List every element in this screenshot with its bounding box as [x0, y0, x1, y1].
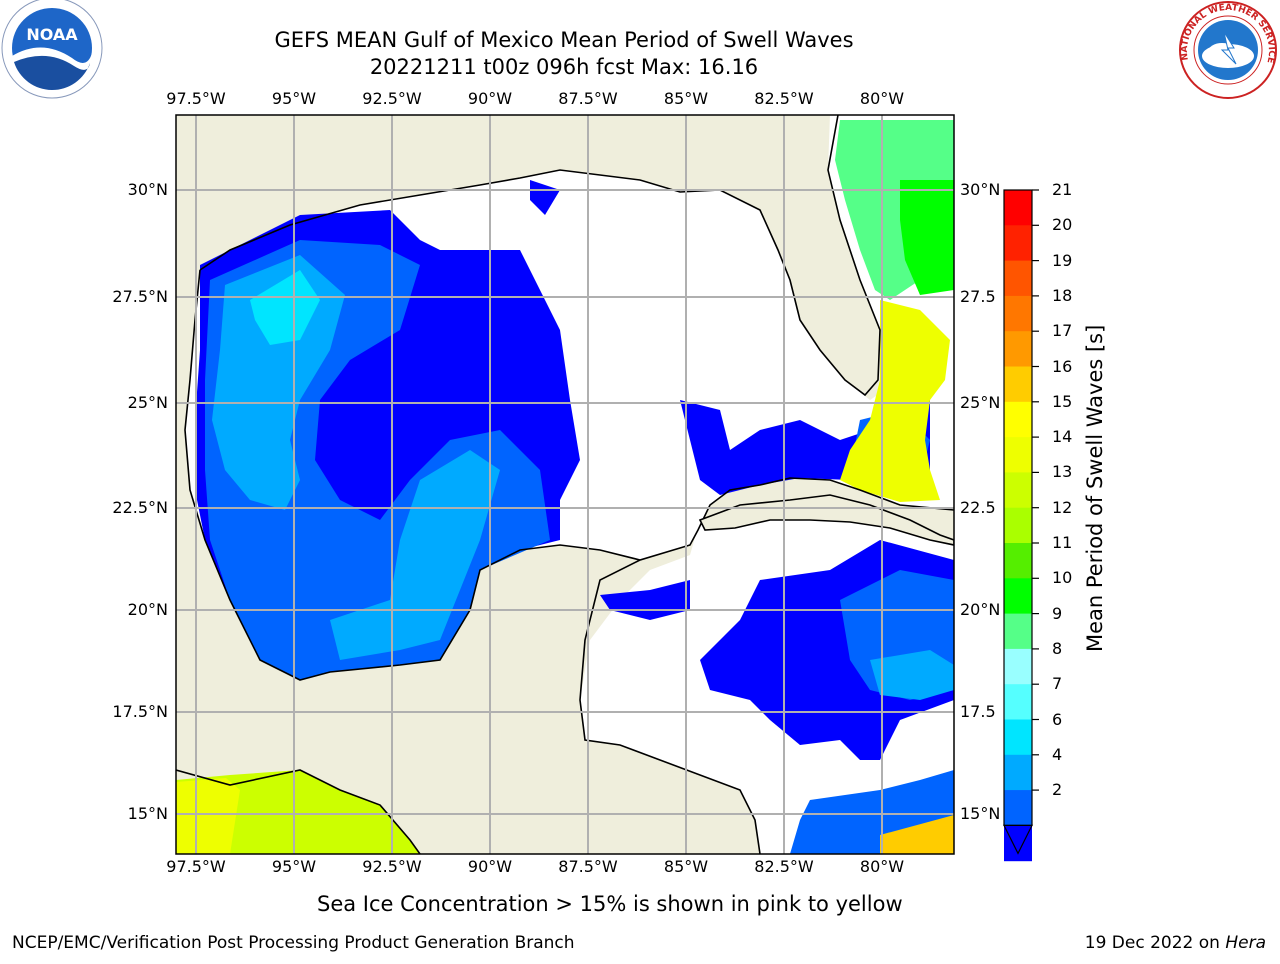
lon-label-top: 85°W — [663, 89, 709, 108]
colorbar-swatch — [1004, 543, 1032, 579]
colorbar-swatch — [1004, 684, 1032, 720]
lat-label-right: 20°N — [960, 600, 1001, 619]
lon-label-top: 90°W — [467, 89, 513, 108]
lon-label-top: 82.5°W — [754, 89, 814, 108]
colorbar-tick-label: 6 — [1052, 709, 1063, 729]
colorbar-swatch — [1004, 719, 1032, 756]
colorbar-tick-label: 8 — [1052, 638, 1063, 658]
colorbar-swatch — [1004, 190, 1032, 226]
colorbar-tick-label: 15 — [1052, 391, 1073, 411]
colorbar-tick-label: 4 — [1052, 744, 1063, 764]
colorbar-swatch — [1004, 295, 1032, 332]
lon-label-bottom: 92.5°W — [362, 857, 422, 876]
colorbar-label: Mean Period of Swell Waves [s] — [1083, 324, 1107, 652]
colorbar-tick-label: 11 — [1052, 533, 1073, 552]
lat-label-right: 30°N — [960, 180, 1001, 199]
map-subtitle: 20221211 t00z 096h fcst Max: 16.16 — [369, 55, 759, 79]
footer-credit: NCEP/EMC/Verification Post Processing Pr… — [12, 933, 575, 953]
footer-date: 19 Dec 2022 on Hera — [1085, 933, 1266, 953]
lat-label-left: 25°N — [127, 393, 168, 412]
colorbar-swatch — [1004, 578, 1032, 615]
lon-label-top: 95°W — [271, 89, 317, 108]
lon-label-bottom: 82.5°W — [754, 857, 814, 876]
lat-label-right: 17.5 — [960, 702, 996, 721]
lon-label-top: 87.5°W — [558, 89, 618, 108]
colorbar-swatch — [1004, 648, 1032, 685]
colorbar-tick-label: 19 — [1052, 250, 1073, 270]
colorbar — [1003, 189, 1039, 862]
lat-label-left: 20°N — [127, 600, 168, 619]
swell-contour — [880, 815, 954, 854]
nws-logo: NATIONAL WEATHER SERVICE — [1179, 1, 1277, 99]
swell-contour — [530, 180, 560, 215]
colorbar-tick-label: 7 — [1052, 674, 1063, 694]
colorbar-tick-label: 20 — [1052, 215, 1073, 235]
lat-label-right: 15°N — [960, 804, 1001, 823]
lon-label-top: 80°W — [859, 89, 905, 108]
colorbar-tick-label: 10 — [1052, 568, 1073, 588]
colorbar-swatch — [1004, 754, 1032, 791]
lat-label-left: 22.5°N — [112, 498, 168, 517]
lon-label-bottom: 87.5°W — [558, 857, 618, 876]
noaa-logo: NOAA — [1, 0, 103, 99]
sea-ice-note: Sea Ice Concentration > 15% is shown in … — [317, 892, 903, 916]
coastline — [176, 115, 954, 854]
colorbar-tick-label: 9 — [1052, 603, 1063, 623]
colorbar-tick-label: 2 — [1052, 780, 1063, 800]
colorbar-tick-label: 21 — [1052, 180, 1073, 199]
lat-label-left: 17.5°N — [112, 702, 168, 721]
lat-label-left: 30°N — [127, 180, 168, 199]
colorbar-swatch — [1004, 437, 1032, 473]
colorbar-swatch — [1004, 331, 1032, 367]
swell-contour — [870, 650, 954, 700]
lon-label-top: 92.5°W — [362, 89, 422, 108]
noaa-logo-text: NOAA — [26, 25, 78, 44]
map-frame — [175, 114, 955, 855]
colorbar-tick-label: 14 — [1052, 427, 1073, 447]
colorbar-tick-label: 12 — [1052, 497, 1073, 517]
lat-label-right: 25°N — [960, 393, 1001, 412]
colorbar-swatch — [1004, 507, 1032, 544]
lon-label-bottom: 90°W — [467, 857, 513, 876]
map-area — [176, 115, 954, 854]
lon-label-bottom: 85°W — [663, 857, 709, 876]
lon-label-bottom: 95°W — [271, 857, 317, 876]
colorbar-swatch — [1004, 613, 1032, 650]
colorbar-tick-label: 16 — [1052, 356, 1073, 376]
colorbar-swatch — [1004, 790, 1032, 826]
lat-label-right: 27.5 — [960, 287, 996, 306]
swell-contour — [330, 450, 500, 660]
lat-label-left: 27.5°N — [112, 287, 168, 306]
colorbar-tick-label: 18 — [1052, 285, 1073, 305]
swell-contour — [900, 180, 954, 295]
map-title: GEFS MEAN Gulf of Mexico Mean Period of … — [274, 28, 854, 52]
lon-label-top: 97.5°W — [166, 89, 226, 108]
swell-contour — [212, 255, 345, 510]
swell-contour — [250, 270, 320, 345]
swell-contour — [176, 778, 240, 854]
lat-label-right: 22.5 — [960, 498, 996, 517]
lon-label-bottom: 97.5°W — [166, 857, 226, 876]
colorbar-swatch — [1004, 260, 1032, 297]
colorbar-swatch — [1004, 225, 1032, 262]
lat-label-left: 15°N — [127, 804, 168, 823]
footer-date-text: 19 Dec 2022 on — [1084, 933, 1226, 953]
graticule — [176, 115, 954, 854]
colorbar-tick-label: 13 — [1052, 462, 1073, 482]
colorbar-swatch — [1004, 472, 1032, 509]
colorbar-swatch — [1004, 401, 1032, 438]
colorbar-swatch — [1004, 366, 1032, 403]
swell-field — [176, 120, 954, 854]
lon-label-bottom: 80°W — [859, 857, 905, 876]
footer-host: Hera — [1225, 933, 1266, 953]
swell-contour — [840, 300, 950, 502]
colorbar-tick-label: 17 — [1052, 321, 1073, 341]
